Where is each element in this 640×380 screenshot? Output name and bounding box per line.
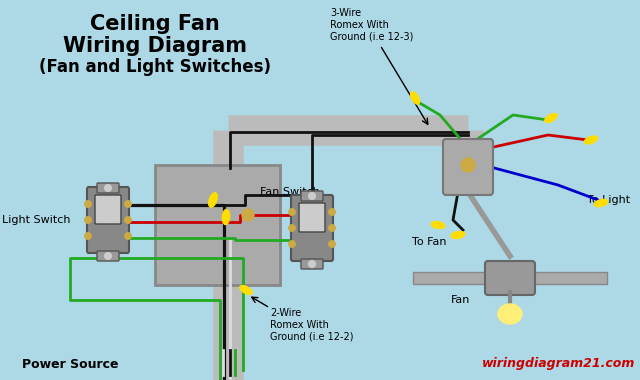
FancyBboxPatch shape (291, 195, 333, 261)
Circle shape (104, 252, 111, 260)
Ellipse shape (451, 231, 465, 239)
Ellipse shape (584, 136, 598, 144)
Circle shape (104, 185, 111, 192)
Circle shape (328, 225, 335, 231)
Ellipse shape (209, 193, 218, 207)
Circle shape (289, 209, 296, 215)
Ellipse shape (498, 304, 522, 324)
FancyBboxPatch shape (95, 195, 121, 224)
Text: Fan Switch: Fan Switch (260, 187, 320, 197)
FancyBboxPatch shape (299, 203, 325, 232)
Ellipse shape (410, 92, 420, 104)
Circle shape (242, 209, 254, 221)
FancyBboxPatch shape (485, 261, 535, 295)
FancyBboxPatch shape (443, 139, 493, 195)
Bar (155, 165, 280, 285)
Ellipse shape (594, 199, 608, 207)
Circle shape (308, 261, 316, 268)
Circle shape (125, 217, 131, 223)
Text: Fan: Fan (451, 295, 470, 305)
Text: (Fan and Light Switches): (Fan and Light Switches) (39, 58, 271, 76)
FancyBboxPatch shape (97, 251, 119, 261)
Text: Power Source: Power Source (22, 358, 118, 370)
Circle shape (289, 225, 296, 231)
Ellipse shape (545, 113, 557, 123)
Ellipse shape (222, 209, 230, 225)
Text: Wiring Diagram: Wiring Diagram (63, 36, 247, 56)
FancyBboxPatch shape (97, 183, 119, 193)
Circle shape (289, 241, 296, 247)
Circle shape (125, 233, 131, 239)
FancyBboxPatch shape (87, 187, 129, 253)
FancyBboxPatch shape (532, 272, 607, 284)
Text: 2-Wire
Romex With
Ground (i.e 12-2): 2-Wire Romex With Ground (i.e 12-2) (270, 308, 353, 341)
Text: Light Switch: Light Switch (1, 215, 70, 225)
FancyBboxPatch shape (301, 259, 323, 269)
FancyBboxPatch shape (301, 191, 323, 201)
Circle shape (84, 233, 92, 239)
Ellipse shape (431, 221, 445, 229)
FancyBboxPatch shape (413, 272, 488, 284)
Circle shape (328, 241, 335, 247)
Circle shape (84, 201, 92, 207)
Text: wiringdiagram21.com: wiringdiagram21.com (482, 357, 635, 370)
Ellipse shape (240, 285, 252, 294)
Circle shape (125, 201, 131, 207)
Text: 3-Wire
Romex With
Ground (i.e 12-3): 3-Wire Romex With Ground (i.e 12-3) (330, 8, 413, 41)
Circle shape (328, 209, 335, 215)
Circle shape (84, 217, 92, 223)
Text: To Light: To Light (587, 195, 630, 205)
Text: Ceiling Fan: Ceiling Fan (90, 14, 220, 34)
Text: To Fan: To Fan (412, 237, 446, 247)
Circle shape (308, 193, 316, 200)
Circle shape (461, 158, 475, 172)
